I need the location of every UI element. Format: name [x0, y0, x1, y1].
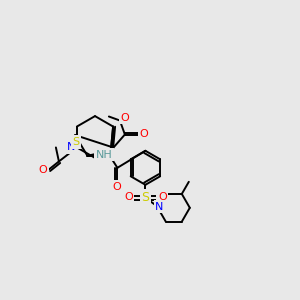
Text: O: O: [112, 182, 121, 192]
Text: O: O: [124, 192, 133, 202]
Text: O: O: [140, 128, 148, 139]
Text: O: O: [38, 165, 47, 176]
Text: S: S: [73, 137, 80, 147]
Text: N: N: [155, 202, 164, 212]
Text: O: O: [121, 112, 129, 122]
Text: NH: NH: [96, 150, 113, 160]
Text: O: O: [158, 192, 167, 202]
Text: N: N: [67, 142, 75, 152]
Text: S: S: [141, 191, 149, 204]
